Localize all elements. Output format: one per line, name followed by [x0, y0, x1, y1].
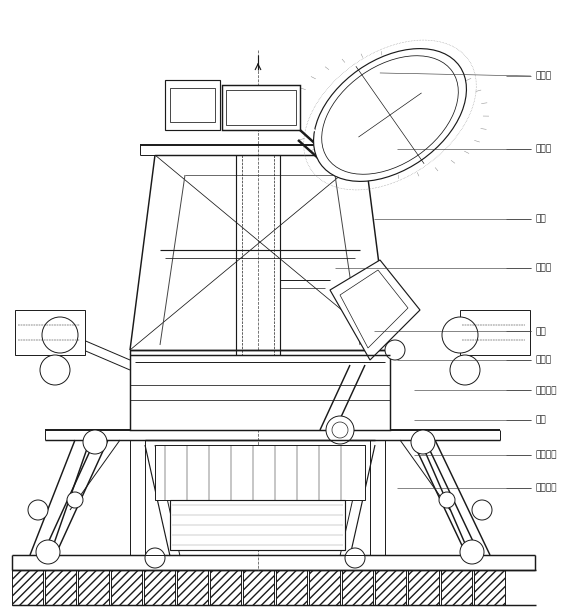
- Circle shape: [326, 416, 354, 444]
- Text: 磨盘: 磨盘: [536, 327, 547, 336]
- Bar: [170, 500, 345, 550]
- Circle shape: [83, 430, 107, 454]
- Bar: [474, 570, 505, 605]
- Bar: [165, 80, 220, 130]
- Circle shape: [145, 548, 165, 568]
- Bar: [276, 570, 307, 605]
- Text: 磨辊: 磨辊: [536, 215, 547, 223]
- Circle shape: [439, 492, 455, 508]
- Bar: [210, 570, 241, 605]
- Text: 上壳体: 上壳体: [536, 145, 552, 153]
- Bar: [375, 570, 406, 605]
- Circle shape: [472, 500, 492, 520]
- Circle shape: [385, 340, 405, 360]
- Circle shape: [345, 548, 365, 568]
- Bar: [45, 570, 76, 605]
- Text: 下壳体: 下壳体: [536, 356, 552, 364]
- Bar: [226, 90, 296, 125]
- Bar: [130, 350, 390, 430]
- Circle shape: [442, 317, 478, 353]
- Bar: [222, 85, 300, 130]
- Bar: [111, 570, 142, 605]
- Bar: [309, 570, 340, 605]
- Circle shape: [460, 540, 484, 564]
- Bar: [177, 570, 208, 605]
- Bar: [342, 570, 373, 605]
- Bar: [460, 310, 530, 355]
- Circle shape: [42, 317, 78, 353]
- Bar: [441, 570, 472, 605]
- Bar: [78, 570, 109, 605]
- Text: 传动管: 传动管: [536, 263, 552, 272]
- Circle shape: [40, 355, 70, 385]
- Ellipse shape: [314, 49, 467, 181]
- Circle shape: [67, 492, 83, 508]
- Bar: [144, 570, 175, 605]
- Text: 限位装置: 限位装置: [536, 484, 557, 492]
- Text: 分离器: 分离器: [536, 72, 552, 80]
- Circle shape: [28, 500, 48, 520]
- Text: 机架: 机架: [536, 415, 547, 424]
- Text: 传动装置: 传动装置: [536, 386, 557, 395]
- Bar: [170, 88, 215, 122]
- Bar: [155, 445, 365, 500]
- Circle shape: [36, 540, 60, 564]
- Polygon shape: [330, 260, 420, 360]
- Bar: [243, 570, 274, 605]
- Bar: [408, 570, 439, 605]
- Bar: [15, 310, 85, 355]
- Bar: [12, 570, 43, 605]
- Circle shape: [450, 355, 480, 385]
- Text: 加压装置: 加压装置: [536, 451, 557, 459]
- Circle shape: [411, 430, 435, 454]
